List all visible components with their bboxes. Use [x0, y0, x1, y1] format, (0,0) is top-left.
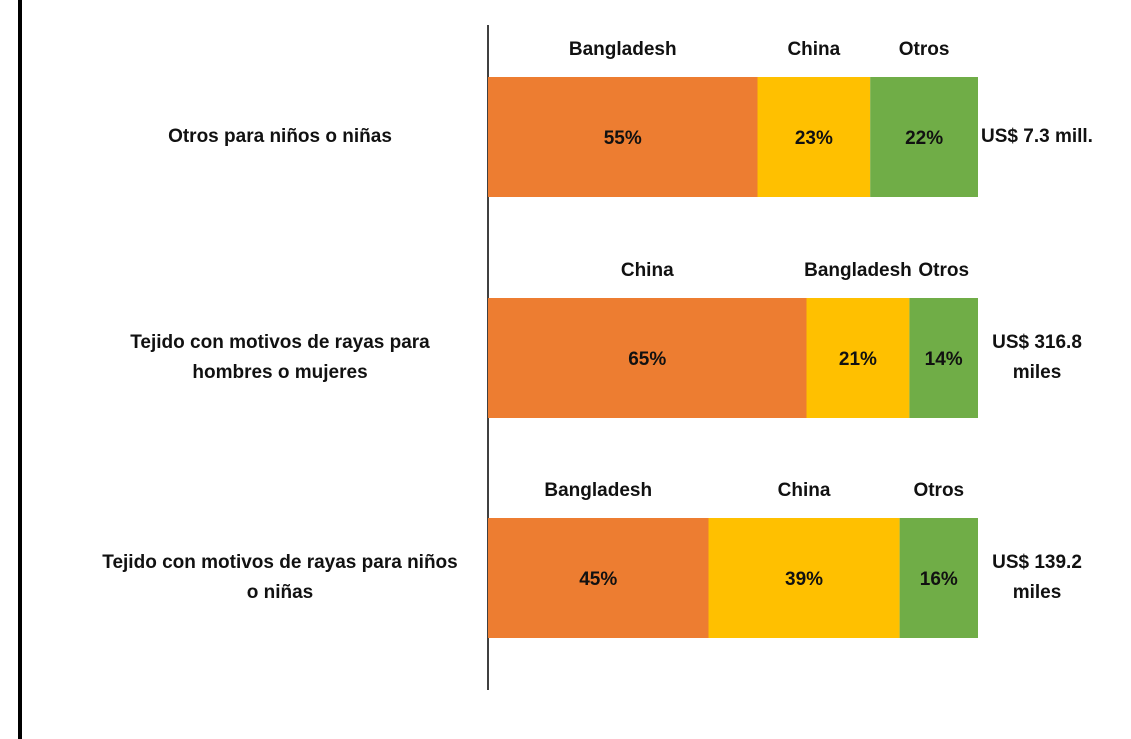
data-label: 39% — [785, 569, 823, 590]
total-label: US$ 7.3 mill. — [981, 126, 1093, 147]
bar-segment — [806, 298, 910, 418]
segment-name: Otros — [899, 39, 950, 60]
segment-name: Bangladesh — [569, 39, 677, 60]
bar-segment — [488, 518, 709, 638]
data-label: 14% — [925, 349, 963, 370]
frame-border — [18, 0, 22, 739]
data-label: 21% — [839, 349, 877, 370]
segment-name: Bangladesh — [544, 480, 652, 501]
bar-segment — [899, 518, 978, 638]
category-label: Tejido con motivos de rayas para hombres… — [130, 332, 430, 383]
total-label: US$ 316.8 miles — [992, 332, 1082, 383]
bar-segment — [870, 77, 978, 197]
data-label: 65% — [628, 349, 666, 370]
data-label: 45% — [579, 569, 617, 590]
category-label: Otros para niños o niñas — [168, 126, 392, 147]
bar-segment — [488, 77, 758, 197]
bar-segment — [757, 77, 871, 197]
segment-name: China — [787, 39, 840, 60]
data-label: 55% — [604, 128, 642, 149]
segment-name: Otros — [918, 260, 969, 281]
bar-segment — [909, 298, 978, 418]
data-label: 23% — [795, 128, 833, 149]
segment-name: Otros — [913, 480, 964, 501]
segment-name: Bangladesh — [804, 260, 912, 281]
bar-segment — [488, 298, 807, 418]
category-label: Tejido con motivos de rayas para niños o… — [102, 552, 458, 603]
bar-segment — [708, 518, 900, 638]
total-label: US$ 139.2 miles — [992, 552, 1082, 603]
data-label: 22% — [905, 128, 943, 149]
segment-name: China — [621, 260, 674, 281]
data-label: 16% — [920, 569, 958, 590]
segment-name: China — [778, 480, 831, 501]
